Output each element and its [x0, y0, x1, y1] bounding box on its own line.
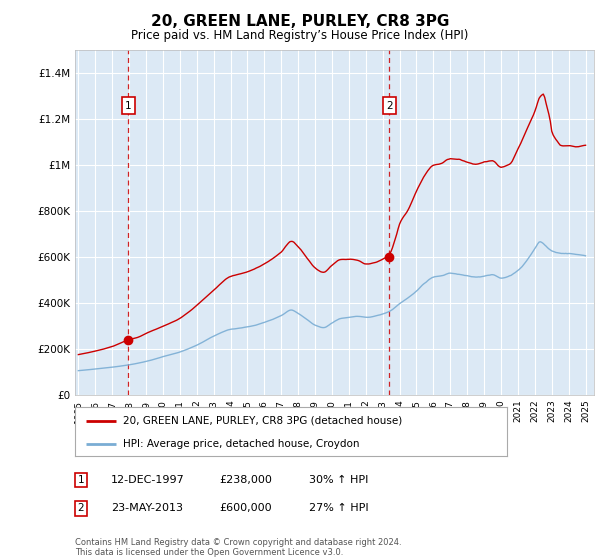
Text: 2: 2	[386, 100, 392, 110]
Text: Contains HM Land Registry data © Crown copyright and database right 2024.
This d: Contains HM Land Registry data © Crown c…	[75, 538, 401, 557]
Text: 30% ↑ HPI: 30% ↑ HPI	[309, 475, 368, 485]
Text: £238,000: £238,000	[219, 475, 272, 485]
Text: 1: 1	[125, 100, 131, 110]
Text: £600,000: £600,000	[219, 503, 272, 514]
Text: 20, GREEN LANE, PURLEY, CR8 3PG: 20, GREEN LANE, PURLEY, CR8 3PG	[151, 14, 449, 29]
Text: 20, GREEN LANE, PURLEY, CR8 3PG (detached house): 20, GREEN LANE, PURLEY, CR8 3PG (detache…	[122, 416, 402, 426]
Text: 1: 1	[77, 475, 85, 485]
Text: HPI: Average price, detached house, Croydon: HPI: Average price, detached house, Croy…	[122, 439, 359, 449]
Text: Price paid vs. HM Land Registry’s House Price Index (HPI): Price paid vs. HM Land Registry’s House …	[131, 29, 469, 42]
Text: 12-DEC-1997: 12-DEC-1997	[111, 475, 185, 485]
Text: 23-MAY-2013: 23-MAY-2013	[111, 503, 183, 514]
Text: 27% ↑ HPI: 27% ↑ HPI	[309, 503, 368, 514]
Text: 2: 2	[77, 503, 85, 514]
